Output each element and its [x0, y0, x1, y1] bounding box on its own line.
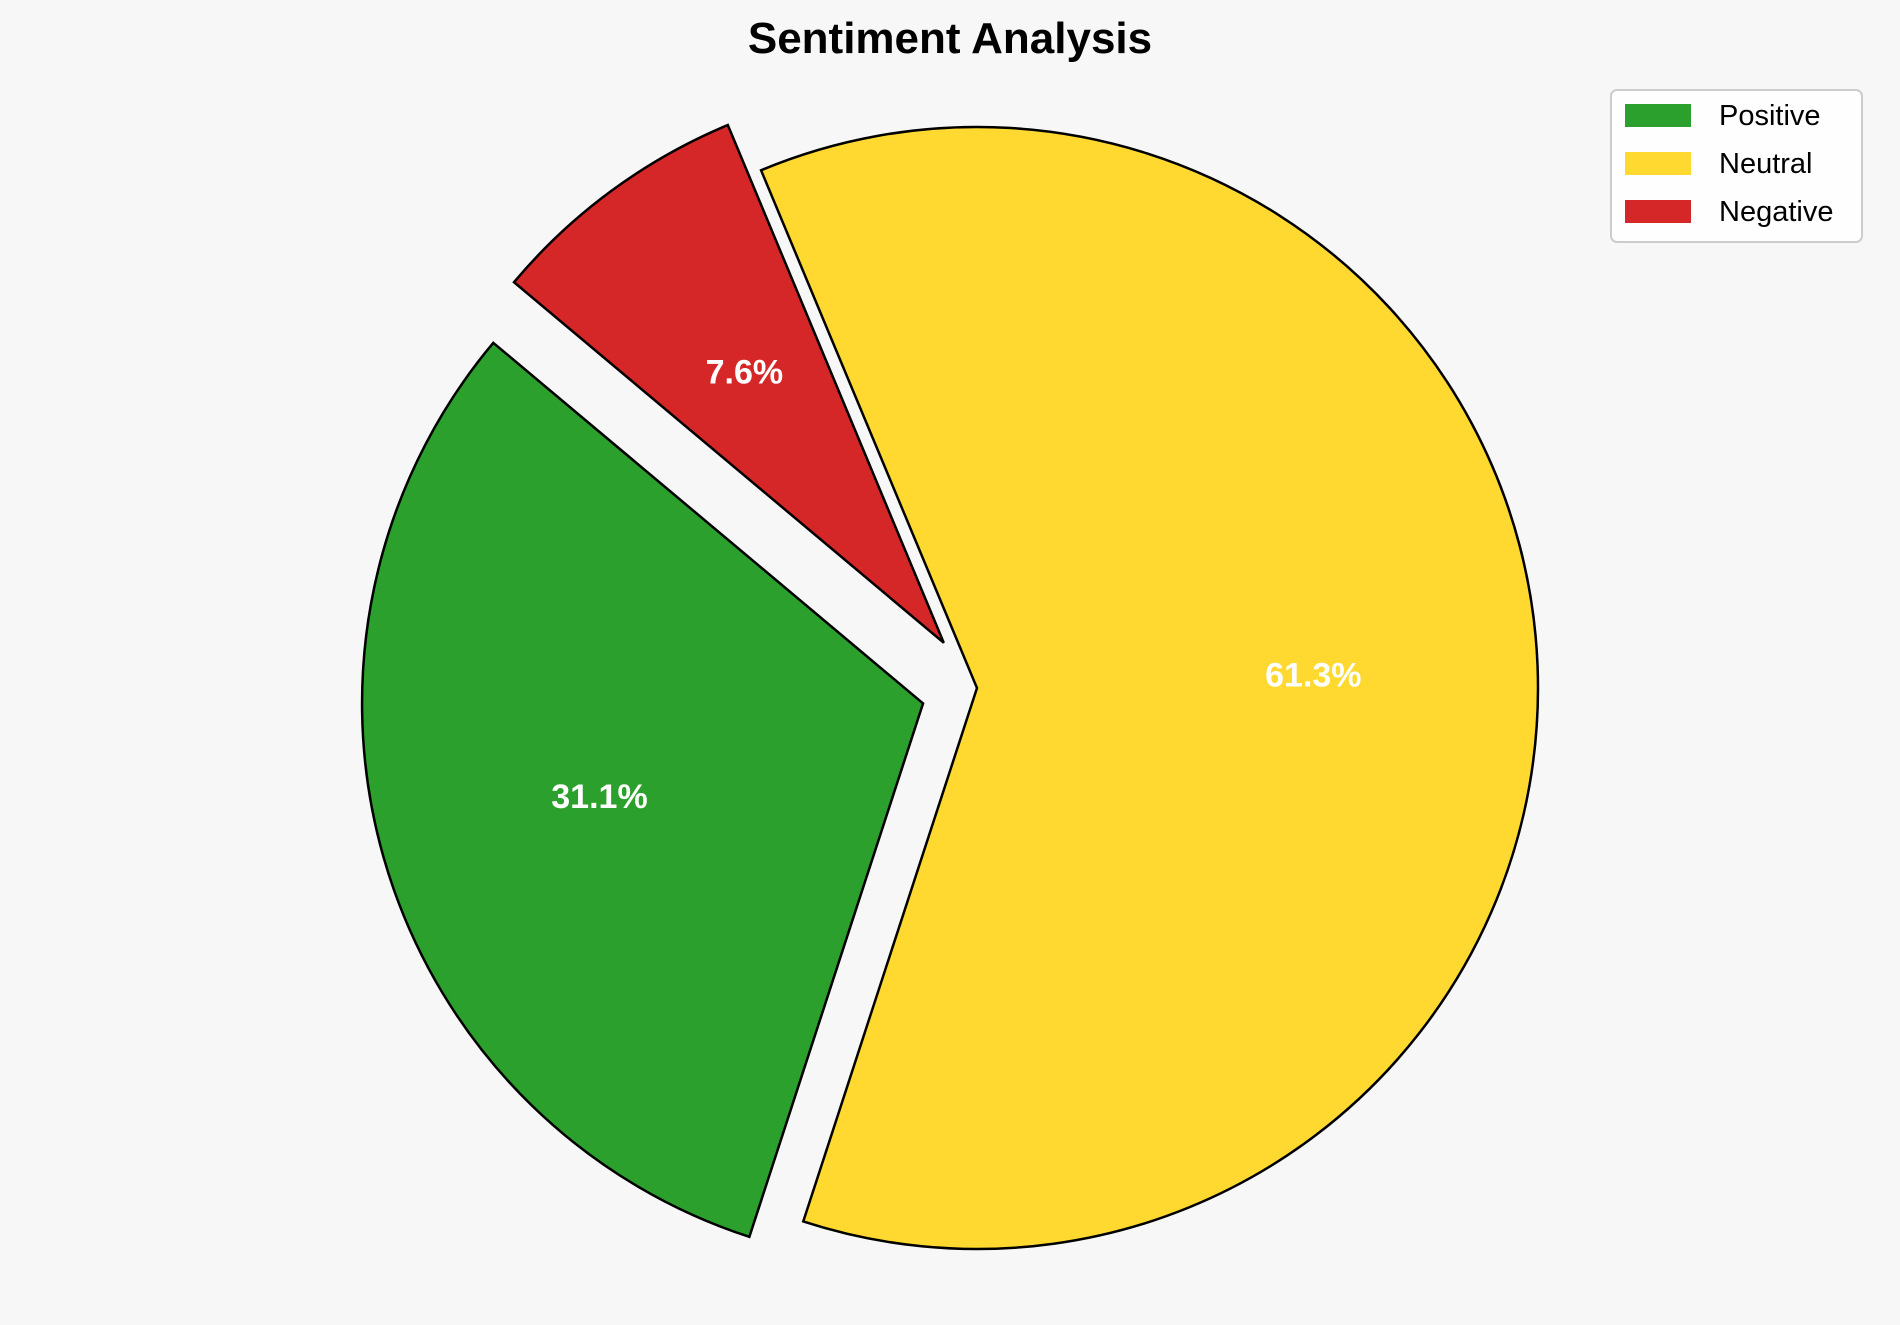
pie-slice-positive [360, 341, 925, 1239]
legend-swatch-negative [1625, 200, 1691, 223]
legend-label-negative: Negative [1719, 196, 1833, 228]
legend-label-positive: Positive [1719, 100, 1821, 132]
legend-swatch-positive [1625, 104, 1691, 127]
chart-title: Sentiment Analysis [748, 14, 1152, 63]
pie-slice-negative [512, 123, 945, 644]
pie-slice-neutral [759, 125, 1540, 1251]
slice-label-positive: 31.1% [551, 778, 647, 816]
slice-label-neutral: 61.3% [1265, 656, 1361, 694]
legend-swatch-neutral [1625, 152, 1691, 175]
legend: Positive Neutral Negative [1610, 89, 1863, 243]
legend-label-neutral: Neutral [1719, 148, 1813, 180]
slice-label-negative: 7.6% [706, 354, 784, 392]
